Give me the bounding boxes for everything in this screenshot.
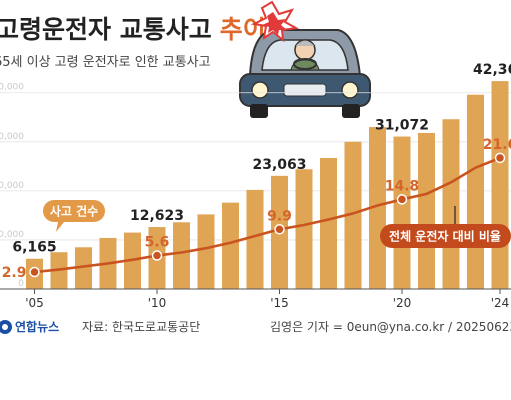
x-tick-label: '15 [270, 296, 289, 310]
bar [442, 119, 460, 290]
bar-labels: 6,165 12,623 23,063 31,072 42,369 [12, 62, 511, 256]
line-point [396, 194, 408, 205]
chart-subtitle: 65세 이상 고령 운전자로 인한 교통사고 [0, 55, 211, 70]
bar [295, 169, 313, 289]
y-tick-label: 40,000 [0, 83, 24, 93]
x-tick-label: '10 [148, 296, 167, 310]
footer-credit: 김영은 기자 = 0eun@yna.co.kr / 20250623 [270, 320, 511, 334]
line-value-label: 5.6 [145, 235, 170, 251]
bar [173, 222, 190, 289]
y-tick-label: 0 [18, 279, 24, 289]
line-point [274, 224, 285, 235]
line-value-label: 2.9 [2, 265, 27, 281]
bar [393, 136, 411, 289]
line-series [29, 152, 506, 278]
bar [369, 127, 386, 290]
line-point [29, 266, 40, 278]
line-path [34, 156, 501, 274]
legend-line-pill [380, 224, 511, 248]
bar [75, 247, 92, 289]
bar-value-label: 23,063 [252, 157, 306, 173]
x-axis: '05 '10 '15 '20 '24 [0, 288, 511, 310]
legend-line: 전체 운전자 대비 비율 [380, 206, 511, 248]
legend-line-label: 전체 운전자 대비 비율 [389, 229, 501, 244]
legend-bars-pill [43, 200, 105, 222]
bar [197, 214, 215, 289]
y-axis: 40,000 30,000 20,000 10,000 0 [0, 83, 24, 289]
line-value-label: 9.9 [267, 208, 292, 224]
bar-value-label: 31,072 [375, 118, 429, 134]
x-tick-label: '24 [491, 296, 510, 310]
bar [344, 141, 362, 289]
footer-logo: 연합뉴스 [15, 319, 59, 334]
y-tick-label: 20,000 [0, 181, 24, 191]
bar-value-label: 12,623 [130, 208, 184, 224]
line-point [151, 250, 163, 261]
x-tick-label: '05 [25, 296, 44, 310]
line-value-label: 14.8 [385, 178, 420, 194]
legend-bars-label: 사고 건수 [50, 204, 98, 219]
line-labels: 2.9 5.6 9.9 14.8 21.6 [2, 137, 511, 281]
bar [222, 202, 239, 289]
footer: 연합뉴스 자료: 한국도로교통공단 김영은 기자 = 0eun@yna.co.k… [0, 319, 511, 334]
y-tick-label: 10,000 [0, 230, 24, 240]
bar [418, 132, 435, 289]
bar [246, 189, 264, 289]
bar-value-label: 42,369 [473, 62, 511, 78]
line-value-label: 21.6 [483, 137, 511, 153]
line-point [494, 152, 506, 164]
chart-title: 고령운전자 교통사고 추이 [0, 15, 266, 44]
bar [467, 94, 484, 290]
y-tick-label: 30,000 [0, 132, 24, 142]
bar [320, 157, 337, 289]
yonhap-logo-icon [0, 320, 12, 334]
bar [491, 81, 509, 289]
car-icon [239, 0, 371, 118]
footer-source: 자료: 한국도로교통공단 [82, 320, 200, 334]
legend-bars: 사고 건수 [43, 200, 105, 232]
title-main: 고령운전자 교통사고 [0, 15, 212, 44]
bar-value-label: 6,165 [12, 240, 56, 256]
x-tick-label: '20 [393, 296, 412, 310]
